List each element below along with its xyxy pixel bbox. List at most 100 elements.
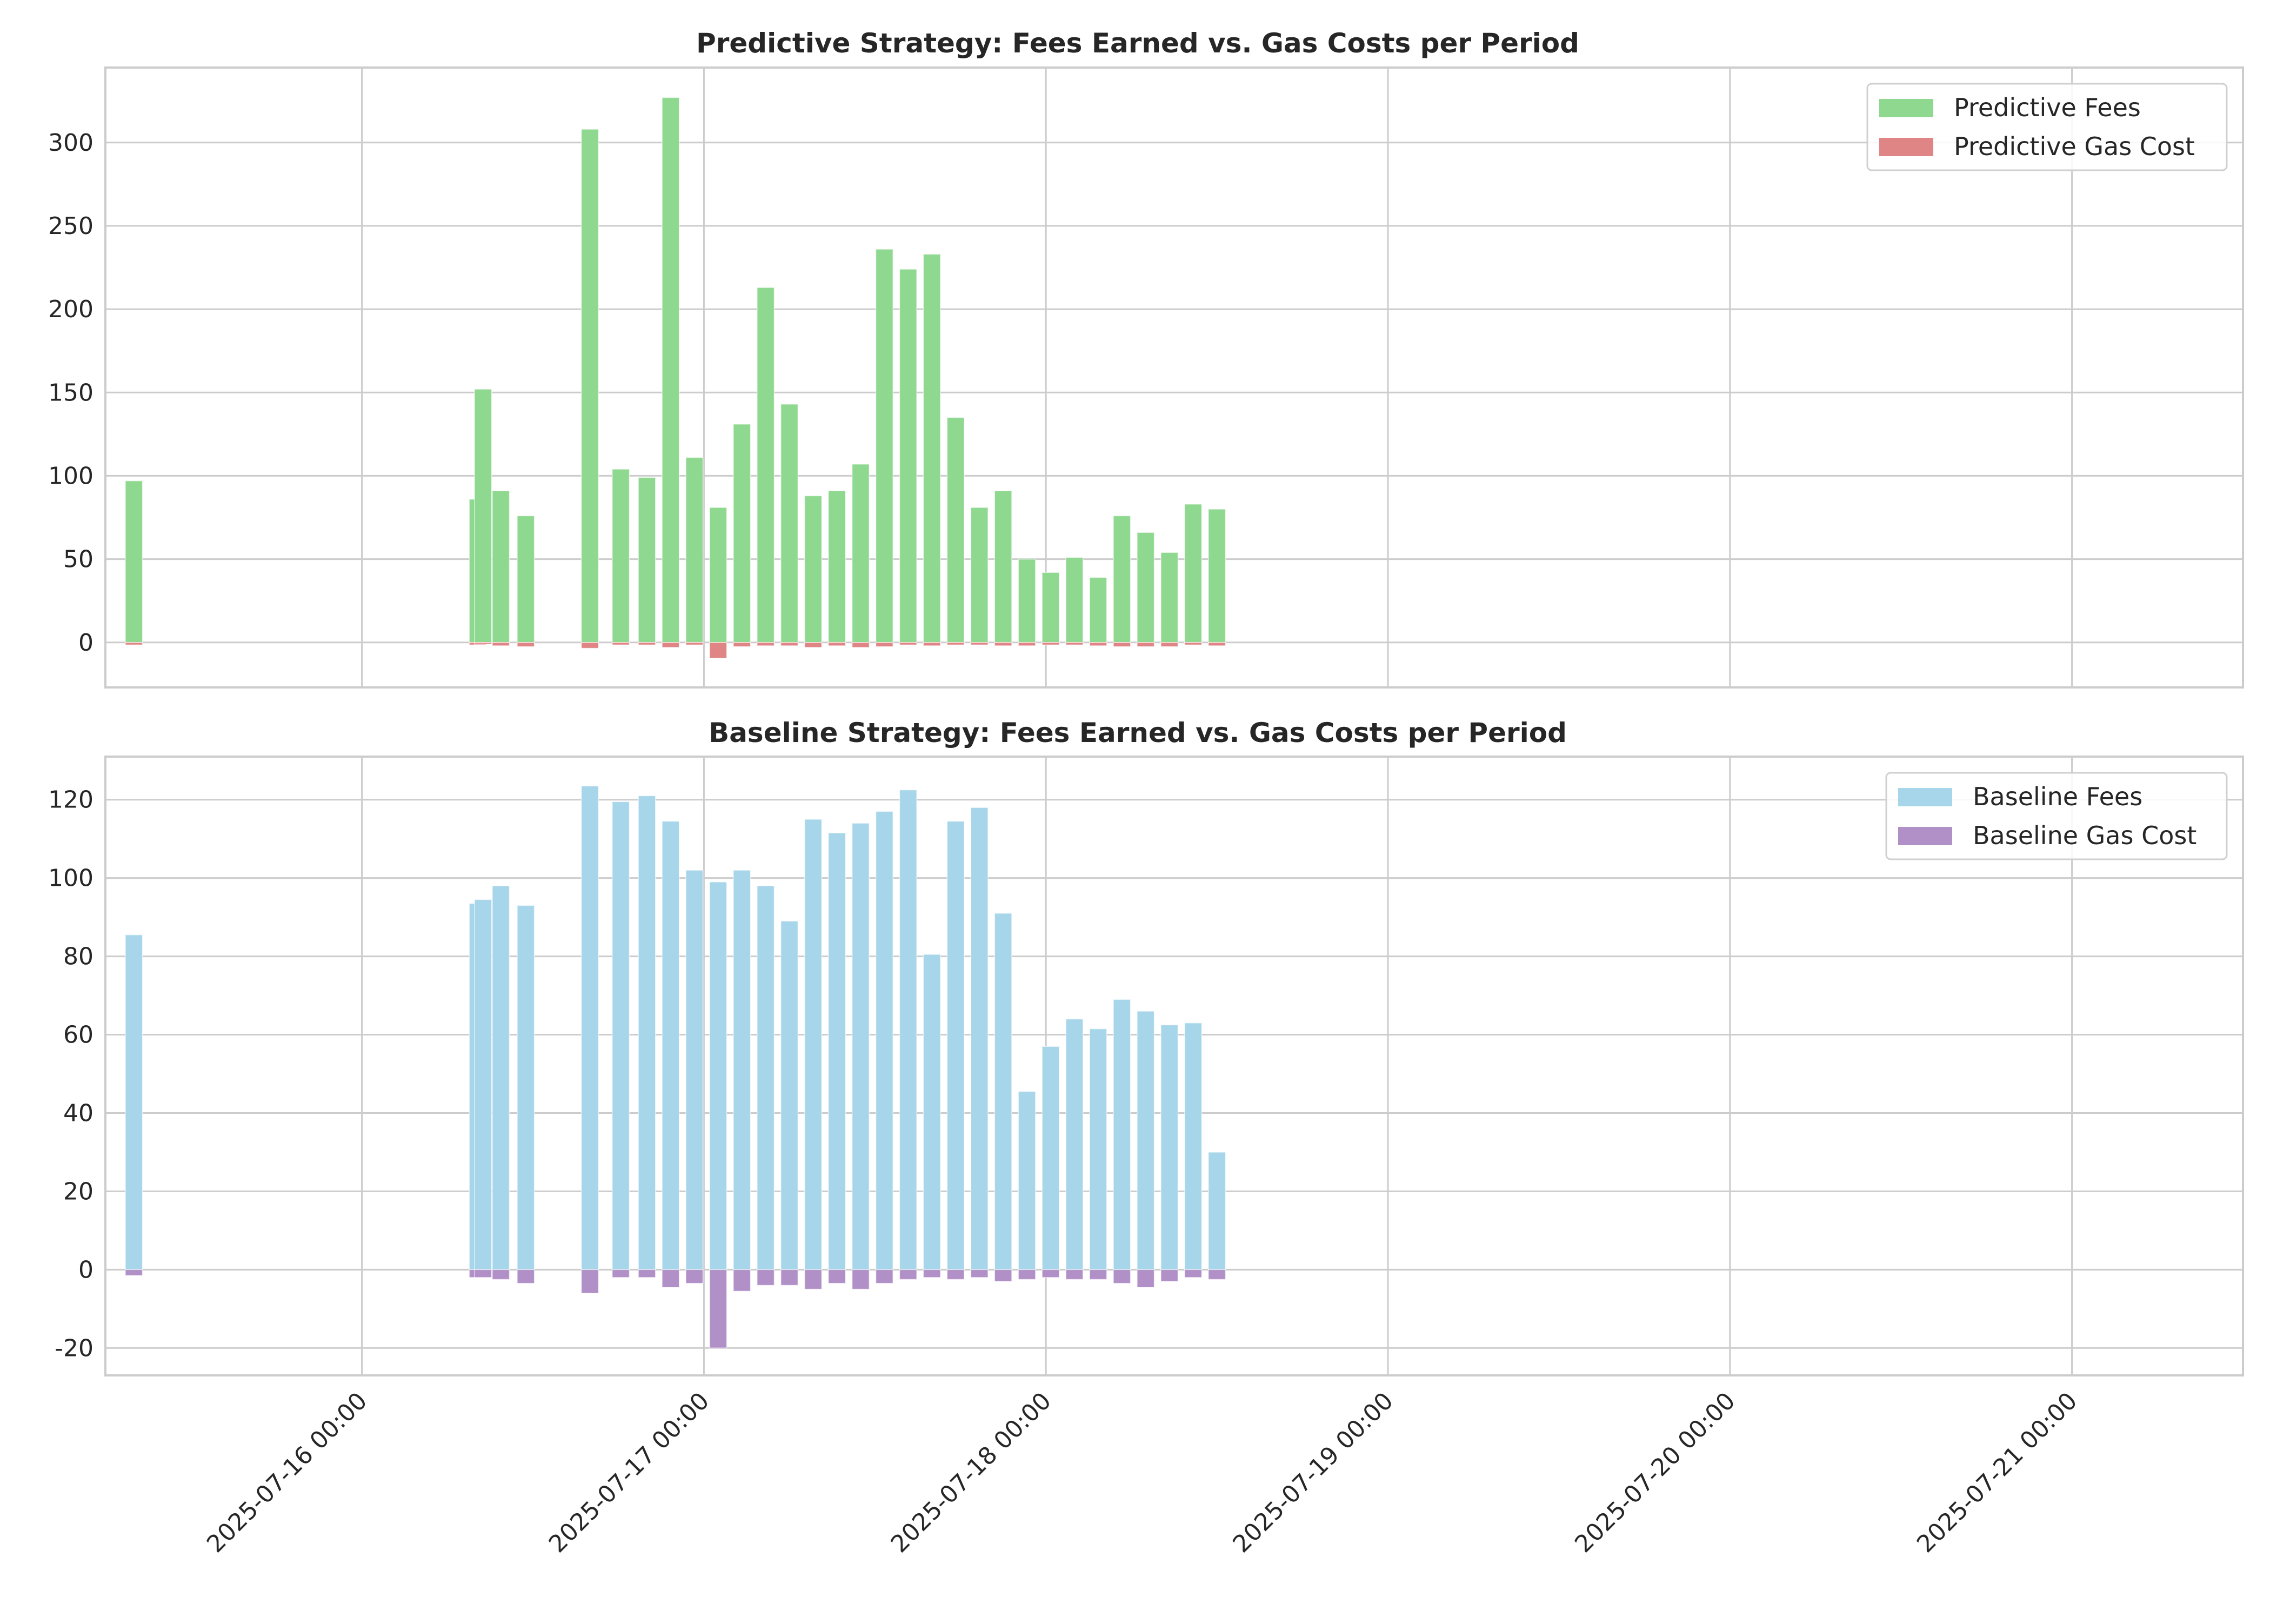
baseline-y-tick-label: 100 <box>48 865 94 892</box>
predictive-fees-bar <box>923 253 941 643</box>
baseline-fees-bar <box>780 920 799 1271</box>
baseline-y-tick-label: -20 <box>55 1334 94 1362</box>
baseline-gas-cost-bar <box>1113 1269 1131 1284</box>
predictive-fees-bar <box>1089 577 1107 643</box>
predictive-gas-cost-bar <box>1018 642 1036 646</box>
baseline-gas-cost-bar <box>733 1269 751 1292</box>
predictive-fees-bar <box>517 515 535 643</box>
baseline-fees-bar <box>733 870 751 1271</box>
baseline-fees-bar <box>851 823 870 1271</box>
predictive-fees-bar <box>1160 552 1179 643</box>
baseline-gas-cost-legend-swatch <box>1898 827 1952 845</box>
baseline-fees-bar <box>970 807 989 1271</box>
predictive-fees-bar <box>1113 515 1131 643</box>
predictive-gas-cost-bar <box>1208 642 1226 646</box>
baseline-gas-cost-bar <box>851 1269 870 1290</box>
predictive-fees-bar <box>1184 504 1203 643</box>
x-tick-label: 2025-07-21 00:00 <box>1912 1387 2082 1558</box>
baseline-gas-cost-bar <box>1041 1269 1060 1278</box>
baseline-gas-cost-bar <box>1065 1269 1084 1280</box>
baseline-panel-title: Baseline Strategy: Fees Earned vs. Gas C… <box>709 717 1567 748</box>
predictive-gas-cost-bar <box>612 642 630 646</box>
predictive-gas-cost-bar <box>662 642 680 648</box>
predictive-fees-bar <box>875 249 893 643</box>
predictive-gas-cost-bar <box>1089 642 1107 646</box>
baseline-gas-cost-bar <box>875 1269 893 1284</box>
baseline-gas-cost-bar <box>1208 1269 1226 1280</box>
predictive-gas-cost-bar <box>1113 642 1131 647</box>
baseline-y-tick-label: 0 <box>78 1256 94 1284</box>
x-tick-label: 2025-07-19 00:00 <box>1227 1387 1398 1558</box>
baseline-y-tick-label: 20 <box>63 1178 94 1205</box>
predictive-y-tick-label: 200 <box>48 296 94 323</box>
baseline-gas-cost-bar <box>757 1269 775 1286</box>
baseline-bars <box>125 785 1226 1349</box>
baseline-gas-cost-bar <box>970 1269 989 1278</box>
baseline-gas-cost-bar <box>1018 1269 1036 1280</box>
baseline-gas-cost-bar <box>685 1269 704 1284</box>
predictive-fees-bar <box>899 269 917 643</box>
baseline-gas-cost-bar <box>827 1269 846 1284</box>
baseline-gas-cost-bar <box>125 1269 143 1276</box>
baseline-fees-bar <box>757 885 775 1271</box>
predictive-fees-bar <box>1065 557 1084 643</box>
predictive-fees-bar <box>970 507 989 643</box>
baseline-fees-bar <box>1018 1091 1036 1271</box>
predictive-gas-cost-legend-label: Predictive Gas Cost <box>1954 132 2195 161</box>
baseline-fees-legend-swatch <box>1898 788 1952 806</box>
x-tick-label: 2025-07-17 00:00 <box>544 1387 715 1558</box>
predictive-fees-bar <box>685 457 704 643</box>
baseline-gas-cost-bar <box>517 1269 535 1284</box>
baseline-fees-bar <box>517 905 535 1271</box>
baseline-y-tick-label: 60 <box>63 1021 94 1049</box>
baseline-fees-bar <box>899 789 917 1271</box>
baseline-gas-cost-bar <box>1137 1269 1155 1288</box>
predictive-gas-cost-bar <box>923 642 941 646</box>
predictive-y-tick-label: 0 <box>78 629 94 657</box>
predictive-fees-bar <box>780 404 799 643</box>
predictive-y-tick-label: 100 <box>48 462 94 490</box>
predictive-gas-cost-bar <box>804 642 823 648</box>
predictive-fees-bar <box>733 424 751 643</box>
baseline-fees-bar <box>474 899 492 1271</box>
predictive-fees-legend-label: Predictive Fees <box>1954 93 2141 122</box>
predictive-gas-cost-bar <box>757 642 775 646</box>
predictive-y-tick-label: 50 <box>63 546 94 573</box>
predictive-gas-cost-bar <box>875 642 893 647</box>
predictive-fees-bar <box>492 490 510 643</box>
baseline-legend: Baseline Fees Baseline Gas Cost <box>1885 772 2228 860</box>
baseline-gas-cost-bar <box>612 1269 630 1278</box>
predictive-panel-title: Predictive Strategy: Fees Earned vs. Gas… <box>696 28 1579 59</box>
baseline-fees-bar <box>804 819 823 1271</box>
baseline-gas-cost-bar <box>994 1269 1012 1282</box>
predictive-gas-cost-bar <box>1065 642 1084 646</box>
baseline-fees-bar <box>1160 1024 1179 1271</box>
predictive-y-tick-label: 300 <box>48 129 94 157</box>
predictive-fees-bar <box>1018 558 1036 643</box>
baseline-fees-bar <box>827 832 846 1271</box>
baseline-y-tick-label: 40 <box>63 1099 94 1127</box>
predictive-gas-cost-bar <box>492 642 510 646</box>
baseline-gas-cost-bar <box>899 1269 917 1280</box>
predictive-fees-bar <box>757 287 775 643</box>
baseline-fees-bar <box>125 934 143 1271</box>
x-tick-label: 2025-07-16 00:00 <box>202 1387 372 1558</box>
predictive-gas-cost-bar <box>851 642 870 648</box>
baseline-fees-bar <box>709 881 727 1271</box>
predictive-fees-bar <box>474 389 492 643</box>
predictive-gas-cost-bar <box>125 642 143 646</box>
predictive-gas-cost-bar <box>685 642 704 646</box>
predictive-axes-frame <box>104 66 2244 689</box>
baseline-gas-cost-bar <box>1089 1269 1107 1280</box>
baseline-fees-bar <box>1137 1011 1155 1271</box>
predictive-fees-bar <box>946 417 965 643</box>
predictive-panel: Predictive Strategy: Fees Earned vs. Gas… <box>48 28 2244 689</box>
predictive-fees-bar <box>994 490 1012 643</box>
predictive-gas-cost-bar <box>994 642 1012 646</box>
baseline-gas-cost-bar <box>709 1269 727 1349</box>
baseline-fees-bar <box>580 785 599 1271</box>
predictive-gas-cost-bar <box>899 642 917 646</box>
baseline-y-tick-label: 120 <box>48 786 94 814</box>
predictive-gas-cost-legend-swatch <box>1879 138 1933 156</box>
